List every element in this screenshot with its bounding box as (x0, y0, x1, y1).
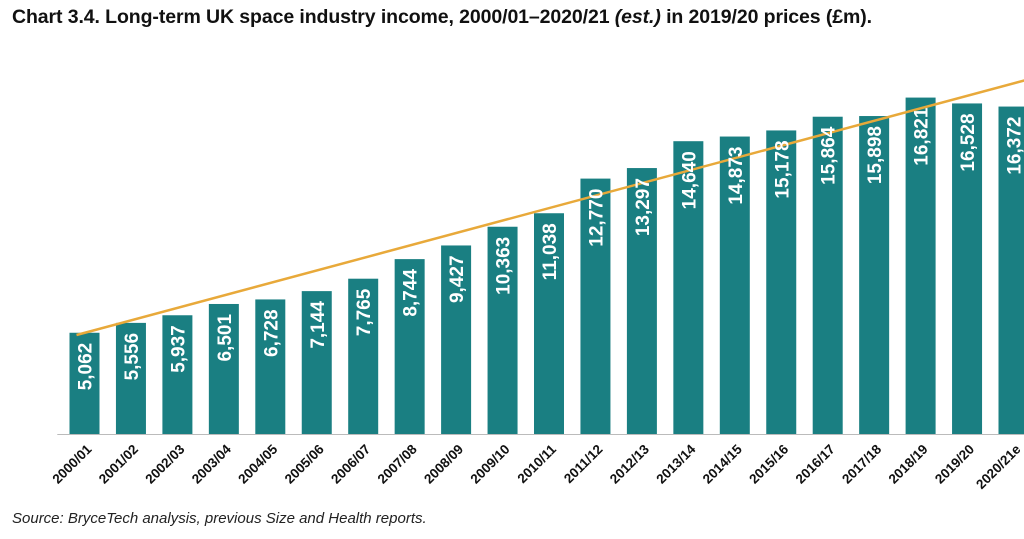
data-label: 12,770 (586, 189, 607, 247)
bar-2013/14 (673, 141, 704, 434)
data-label: 6,728 (261, 309, 282, 357)
bar-2010/11 (534, 213, 564, 434)
x-tick-label: 2013/14 (653, 441, 698, 486)
data-label: 9,427 (447, 255, 468, 303)
bar-2020/21e (998, 106, 1024, 434)
bar-2000/01 (69, 332, 100, 434)
data-label: 5,937 (168, 325, 189, 373)
bar-2011/12 (580, 178, 611, 434)
x-tick-label: 2008/09 (421, 442, 466, 487)
x-tick-label: 2009/10 (468, 442, 513, 487)
data-label: 10,363 (494, 237, 515, 295)
data-label: 16,372 (1005, 117, 1024, 175)
data-label: 16,821 (912, 107, 933, 166)
x-tick-label: 2017/18 (839, 441, 884, 486)
x-tick-label: 2002/03 (142, 441, 187, 486)
trend-line (76, 79, 1024, 337)
x-tick-label: 2011/12 (561, 442, 606, 487)
bar-2018/19 (905, 97, 936, 434)
x-tick-label: 2020/21e (973, 441, 1024, 492)
x-tick-label: 2005/06 (282, 441, 327, 486)
bar-2007/08 (394, 259, 425, 434)
data-label: 14,640 (679, 151, 700, 209)
chart-title-tail: in 2019/20 prices (£m). (660, 6, 872, 28)
bar-2016/17 (812, 116, 843, 434)
source-note: Source: BryceTech analysis, previous Siz… (12, 510, 427, 527)
data-label: 7,765 (354, 288, 375, 336)
bar-2005/06 (301, 291, 332, 434)
x-tick-label: 2010/11 (515, 441, 560, 486)
x-tick-label: 2007/08 (375, 441, 420, 486)
bar-2012/13 (626, 168, 657, 434)
data-label: 5,062 (76, 343, 97, 391)
data-label: 15,864 (819, 126, 840, 185)
chart-title-main: Chart 3.4. Long-term UK space industry i… (12, 6, 615, 28)
bar-2014/15 (719, 136, 750, 435)
bar-2003/04 (208, 303, 239, 434)
x-tick-label: 2003/04 (189, 441, 234, 486)
bar-2008/09 (441, 245, 472, 434)
bar-2019/20 (952, 103, 983, 434)
chart-title-est: (est.) (614, 6, 661, 28)
data-label: 14,873 (726, 147, 747, 205)
data-label: 15,898 (865, 126, 886, 184)
x-tick-label: 2006/07 (328, 442, 373, 487)
data-label: 11,038 (540, 223, 561, 280)
data-label: 6,501 (215, 314, 236, 362)
x-tick-label: 2015/16 (746, 441, 791, 486)
data-label: 7,144 (308, 301, 329, 349)
bar-2017/18 (859, 116, 890, 434)
x-tick-label: 2012/13 (607, 441, 652, 486)
x-tick-label: 2019/20 (932, 442, 977, 487)
x-tick-label: 2014/15 (700, 441, 745, 486)
x-tick-label: 2000/01 (49, 441, 94, 486)
chart-title: Chart 3.4. Long-term UK space industry i… (12, 6, 872, 29)
bar-2009/10 (487, 226, 518, 434)
x-tick-label: 2001/02 (96, 442, 141, 487)
x-tick-label: 2004/05 (235, 441, 280, 486)
data-label: 15,178 (772, 140, 793, 198)
bar-2015/16 (766, 130, 797, 434)
data-label: 5,556 (122, 333, 143, 381)
data-label: 16,528 (958, 113, 979, 171)
bar-2006/07 (348, 278, 379, 434)
bar-2004/05 (255, 299, 286, 434)
bar-2002/03 (162, 315, 193, 434)
bar-2001/02 (115, 322, 146, 434)
data-label: 13,297 (633, 178, 654, 236)
data-label: 8,744 (401, 269, 422, 317)
x-tick-label: 2018/19 (886, 442, 931, 487)
x-tick-label: 2016/17 (793, 442, 838, 487)
